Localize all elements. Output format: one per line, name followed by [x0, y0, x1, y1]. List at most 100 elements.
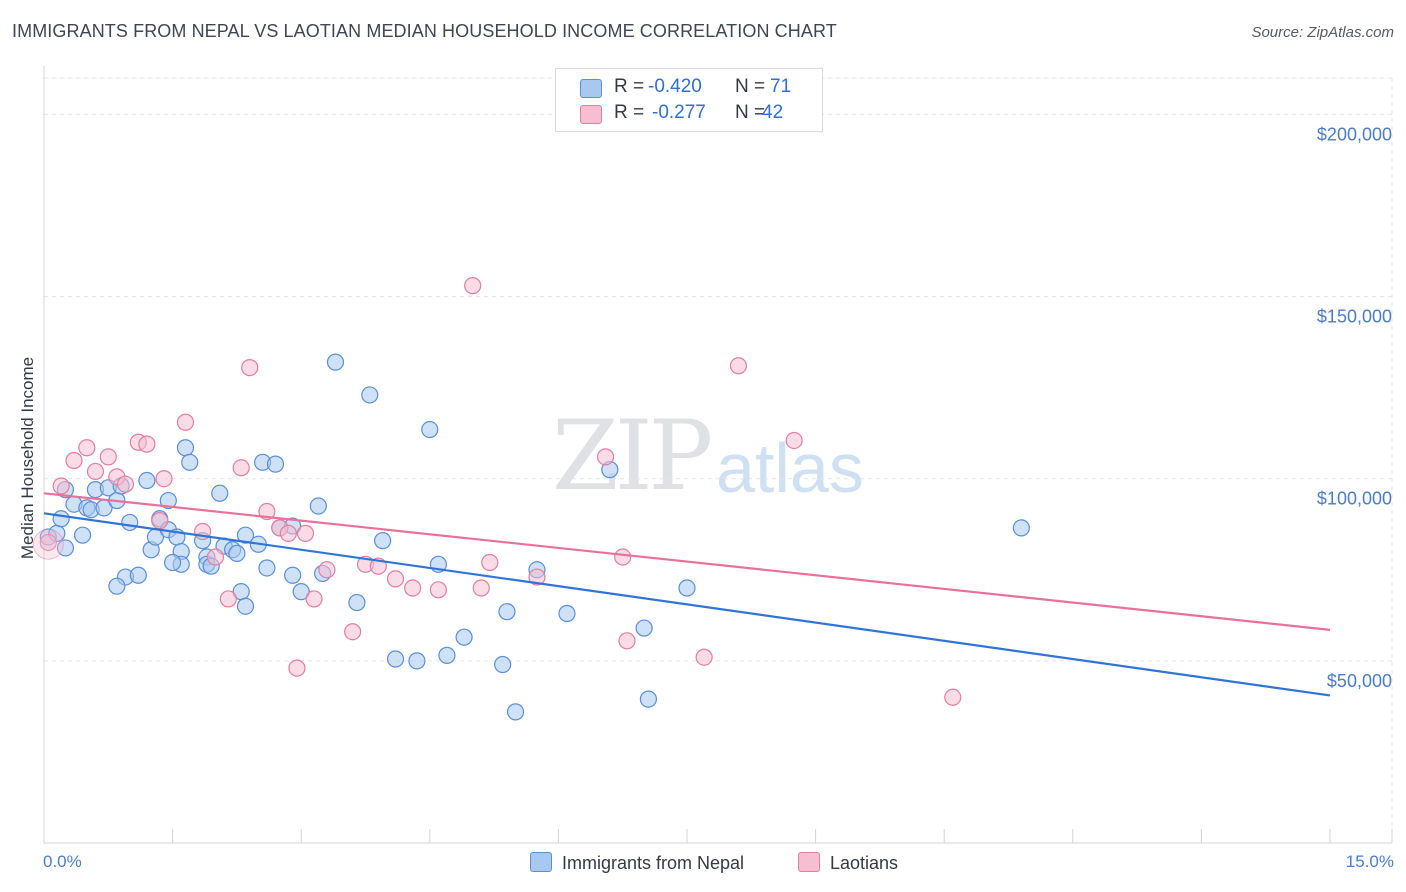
nepal-point	[639, 690, 658, 708]
y-tick-label: $50,000	[1327, 671, 1392, 691]
axis-layer	[43, 66, 1393, 844]
laotians-point	[65, 451, 83, 470]
laotians-point	[138, 435, 156, 453]
chart-title: IMMIGRANTS FROM NEPAL VS LAOTIAN MEDIAN …	[12, 21, 837, 41]
nepal-point	[309, 497, 327, 515]
laotians-point	[344, 623, 362, 641]
nepal-point	[138, 471, 156, 490]
legend-nepal-label: Immigrants from Nepal	[562, 853, 745, 873]
laotians-point	[596, 448, 615, 466]
legend-item-nepal[interactable]: Immigrants from Nepal	[530, 852, 744, 874]
nepal-point	[558, 604, 576, 623]
laotians-point	[151, 512, 169, 530]
nepal-point	[506, 703, 525, 721]
laotians-point	[618, 632, 636, 650]
laotians-point	[296, 524, 315, 542]
laotians-point	[944, 688, 962, 706]
y-tick-labels: $50,000 $100,000 $150,000 $200,000	[1317, 124, 1392, 690]
stats-box: R = -0.420 N = 71 R = -0.277 N = 42	[555, 68, 823, 132]
y-tick-label: $150,000	[1317, 307, 1392, 327]
laotians-point	[695, 648, 713, 666]
laotians-point	[404, 579, 422, 597]
laotians-point	[32, 528, 64, 560]
nepal-point	[408, 652, 426, 670]
laotians-point	[785, 431, 803, 450]
legend-laotians-label: Laotians	[830, 853, 899, 873]
laotians-point	[481, 553, 499, 572]
laotians-point	[429, 581, 447, 599]
laotians-r-value: -0.277	[652, 102, 706, 123]
nepal-point	[108, 577, 126, 595]
nepal-point	[421, 420, 439, 439]
laotians-point	[155, 470, 173, 488]
n-label: N =	[735, 102, 766, 123]
nepal-point	[73, 526, 92, 544]
laotians-point	[78, 439, 96, 457]
nepal-point	[236, 526, 255, 544]
nepal-point	[498, 603, 516, 621]
laotians-point	[116, 475, 135, 493]
nepal-point	[159, 491, 177, 510]
laotians-point	[52, 477, 70, 495]
y-tick-label: $100,000	[1317, 489, 1392, 509]
nepal-point	[386, 650, 405, 668]
points-layer	[32, 277, 1030, 721]
grid-layer	[44, 77, 1393, 843]
source-label: Source: ZipAtlas.com	[1251, 24, 1394, 41]
laotians-point	[219, 590, 237, 608]
nepal-point	[121, 513, 139, 532]
nepal-point	[176, 439, 195, 457]
r-label: R =	[614, 102, 645, 123]
laotians-trend-line	[43, 492, 1331, 631]
legend-nepal-swatch	[530, 852, 552, 872]
nepal-point	[1012, 519, 1030, 537]
laotians-point	[232, 459, 250, 477]
y-tick-label: $200,000	[1317, 124, 1392, 144]
laotians-point	[614, 548, 632, 566]
nepal-point	[494, 655, 512, 674]
x-tick-label-min: 0.0%	[43, 852, 82, 871]
nepal-swatch	[580, 79, 602, 98]
laotians-point	[99, 448, 117, 466]
nepal-point	[181, 453, 199, 471]
r-label: R =	[614, 76, 645, 97]
nepal-point	[236, 597, 255, 615]
nepal-point	[455, 628, 473, 646]
nepal-point	[374, 532, 392, 550]
laotians-point	[86, 462, 105, 481]
laotians-point	[464, 277, 482, 295]
laotians-n-value: 42	[762, 102, 784, 123]
watermark-zip: ZIP	[552, 400, 713, 512]
laotians-point	[386, 570, 405, 588]
nepal-point	[228, 544, 246, 562]
nepal-point	[326, 353, 345, 371]
legend-laotians-swatch	[798, 852, 820, 872]
laotians-point	[305, 590, 323, 608]
laotians-point	[279, 524, 297, 542]
nepal-point	[438, 646, 456, 664]
laotians-point	[206, 548, 225, 566]
nepal-point	[258, 559, 276, 577]
laotians-point	[241, 359, 259, 377]
nepal-point	[266, 455, 285, 473]
y-axis-label: Median Household Income	[18, 356, 37, 560]
nepal-point	[211, 484, 229, 502]
nepal-point	[292, 583, 310, 601]
n-label: N =	[735, 76, 766, 97]
nepal-n-value: 71	[770, 76, 792, 97]
laotians-point	[176, 413, 195, 431]
x-tick-label-max: 15.0%	[1345, 852, 1394, 871]
laotians-point	[729, 357, 748, 375]
laotians-point	[472, 579, 490, 597]
laotians-point	[39, 533, 57, 552]
nepal-point	[635, 619, 653, 637]
nepal-point	[361, 386, 379, 404]
nepal-point	[284, 566, 302, 584]
nepal-point	[348, 593, 366, 612]
nepal-point	[52, 510, 70, 528]
nepal-trend-line	[43, 512, 1331, 697]
nepal-point	[129, 566, 147, 584]
nepal-point	[164, 553, 182, 572]
legend-item-laotians[interactable]: Laotians	[798, 852, 898, 874]
